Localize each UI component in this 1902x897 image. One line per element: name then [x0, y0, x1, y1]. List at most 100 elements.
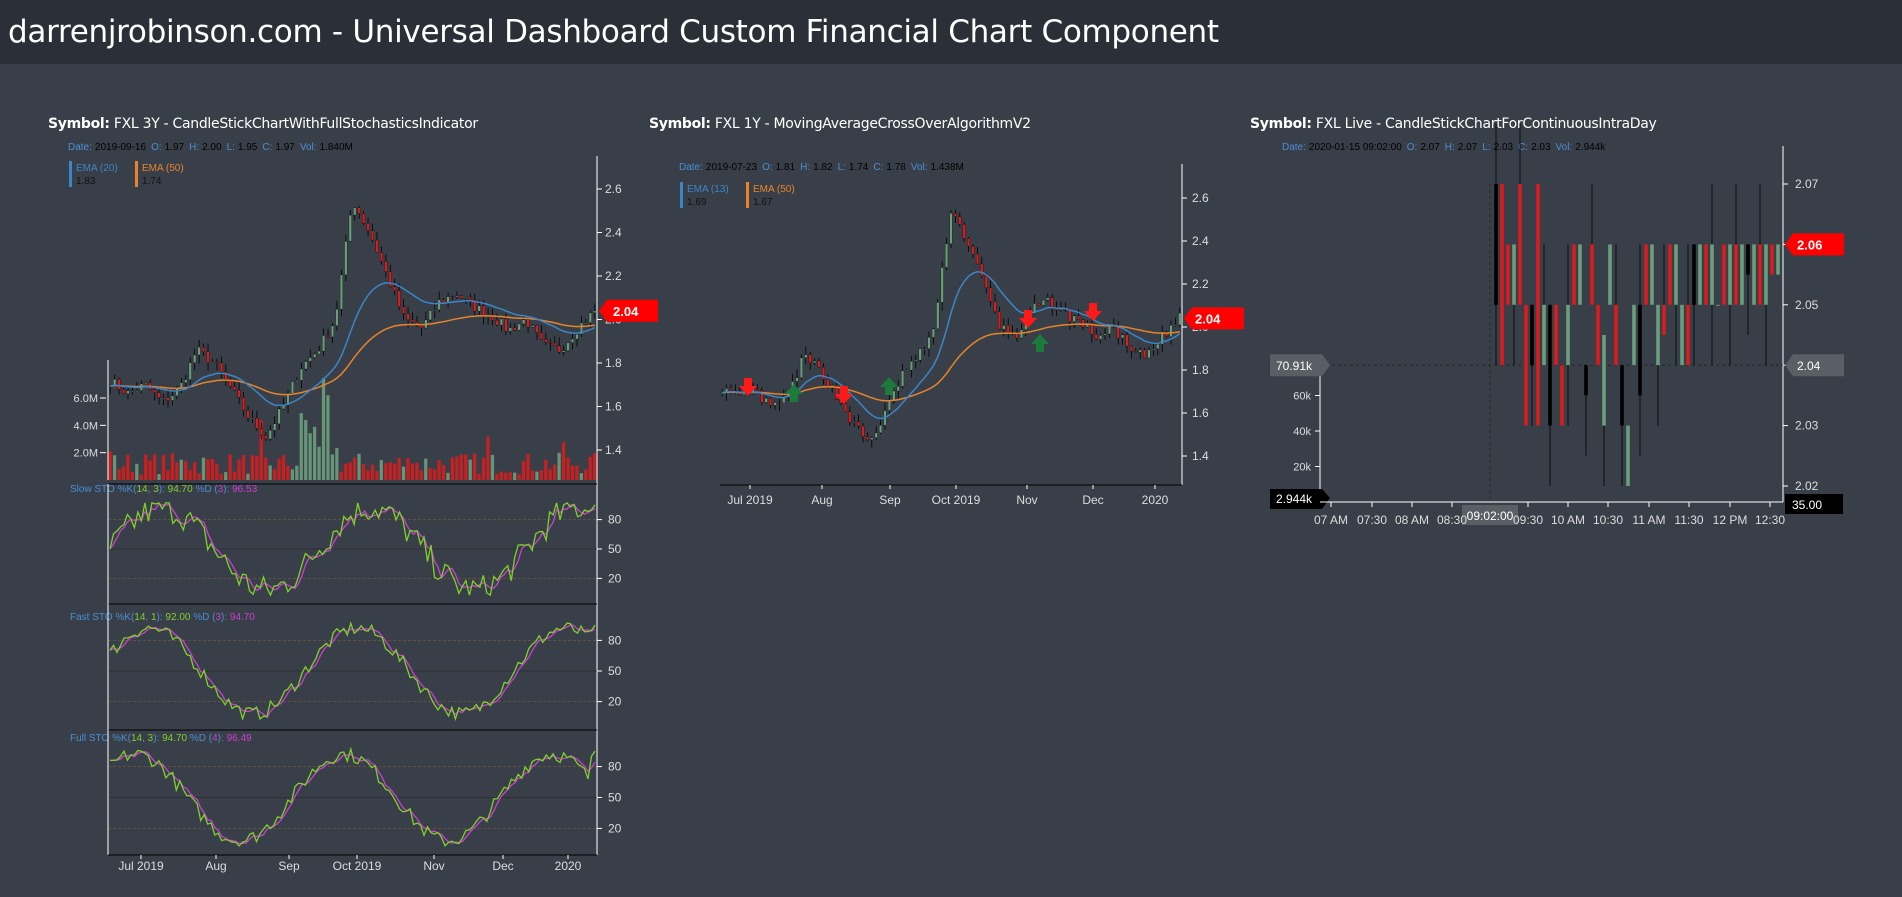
candle-body — [1099, 335, 1103, 340]
stochastic-d: 96.49 — [227, 733, 252, 744]
x-tick-label: Oct 2019 — [333, 859, 382, 873]
last-price-badge — [1785, 233, 1844, 256]
candle-body — [433, 309, 437, 311]
candle-body — [1094, 334, 1098, 340]
candle-body — [1121, 334, 1125, 339]
ohlc-vol: 1.438M — [931, 162, 964, 173]
last-price-label: 2.04 — [613, 304, 639, 319]
volume-bar — [379, 460, 383, 480]
candle-body — [918, 348, 922, 361]
candle-body — [295, 380, 299, 382]
stochastic-p1: 14 — [134, 612, 146, 623]
candle-body — [1716, 304, 1720, 306]
ema-legend-swatch — [680, 182, 683, 208]
ohlc-readout: Date: 2019-09-16 O: 1.97 H: 2.00 L: 1.95 C: 1.97 V… — [68, 142, 353, 153]
volume-bar — [406, 458, 410, 480]
volume-bar — [344, 463, 348, 480]
volume-bar — [175, 462, 179, 480]
candle-body — [144, 382, 148, 385]
candle-body — [237, 389, 241, 398]
candle-body — [353, 207, 357, 216]
x-tick-label: Sep — [278, 859, 300, 873]
volume-bar — [370, 464, 375, 480]
x-tick-label: 2020 — [555, 859, 582, 873]
candle-body — [153, 389, 157, 393]
cursor-volume-badge — [1270, 354, 1330, 377]
volume-bar — [157, 474, 161, 480]
candle-body — [1081, 319, 1085, 328]
candle-body — [575, 334, 579, 340]
stochastic-tick-label: 50 — [608, 664, 622, 678]
candle-body — [861, 425, 865, 437]
stochastic-d: 94.70 — [230, 612, 255, 623]
volume-bar — [410, 463, 415, 480]
stochastic-tick-label: 80 — [608, 513, 622, 527]
candles — [108, 205, 597, 441]
volume-bar — [424, 458, 428, 480]
candle-body — [813, 360, 817, 363]
volume-bar — [508, 472, 512, 480]
volume-bar — [224, 472, 228, 480]
ohlc-date-label: Date: — [679, 162, 703, 173]
volume-bar — [517, 474, 521, 480]
volume-bar — [241, 455, 246, 480]
volume-bar — [393, 463, 397, 480]
candle-body — [344, 241, 348, 276]
candle-body — [1590, 244, 1594, 305]
ohlc-c-label: C: — [873, 162, 883, 173]
candle-body — [437, 299, 441, 310]
x-tick-label: 08 AM — [1395, 513, 1429, 527]
candle-body — [997, 311, 1001, 330]
candle-body — [1169, 324, 1173, 337]
candle-body — [193, 354, 197, 363]
candle-body — [865, 436, 869, 440]
candle-body — [989, 287, 993, 302]
ema-legend-swatch — [69, 161, 72, 187]
x-tick-label: 07 AM — [1314, 513, 1348, 527]
x-tick-label: 12:30 — [1755, 513, 1785, 527]
ohlc-vol-label: Vol: — [300, 142, 317, 153]
ohlc-vol-label: Vol: — [911, 162, 928, 173]
candle-body — [455, 295, 459, 298]
x-tick-label: 12 PM — [1713, 513, 1748, 527]
x-tick-label: Sep — [879, 493, 901, 507]
candle-body — [821, 367, 825, 380]
volume-bar — [299, 413, 303, 480]
candle-body — [522, 319, 526, 325]
volume-bar — [593, 453, 597, 480]
chart3-symbol: Symbol: FXL Live - CandleStickChartForCo… — [1250, 116, 1657, 132]
candle-body — [451, 296, 454, 298]
candle-body — [808, 354, 812, 363]
volume-bar — [184, 461, 188, 480]
stochastic-tick-label: 50 — [608, 542, 622, 556]
stochastic-p1: 14 — [131, 733, 143, 744]
ohlc-l-label: L: — [838, 162, 846, 173]
ema-legend-name: EMA (50) — [142, 163, 184, 174]
volume-bar — [357, 453, 361, 480]
volume-bar — [330, 454, 335, 480]
candle-body — [1518, 184, 1522, 305]
candle-body — [1524, 304, 1528, 426]
candle-body — [729, 388, 733, 391]
candle-body — [1740, 244, 1744, 305]
volume-bar — [335, 448, 339, 480]
candle-body — [491, 314, 494, 321]
volume-bar — [588, 456, 592, 480]
candle-body — [1151, 348, 1155, 351]
candle-body — [764, 398, 768, 403]
candle-body — [317, 350, 321, 355]
volume-bar — [530, 470, 535, 480]
candle-body — [804, 354, 808, 358]
candle-body — [1614, 304, 1618, 366]
volume-bar — [464, 454, 468, 480]
volume-bar — [499, 471, 503, 480]
x-tick-label: 2020 — [1142, 493, 1169, 507]
x-tick-label: Dec — [492, 859, 513, 873]
volume-bar — [312, 426, 317, 480]
ohlc-o: 1.97 — [165, 142, 185, 153]
price-tick-label: 2.2 — [1192, 277, 1209, 291]
candle-body — [459, 295, 463, 299]
